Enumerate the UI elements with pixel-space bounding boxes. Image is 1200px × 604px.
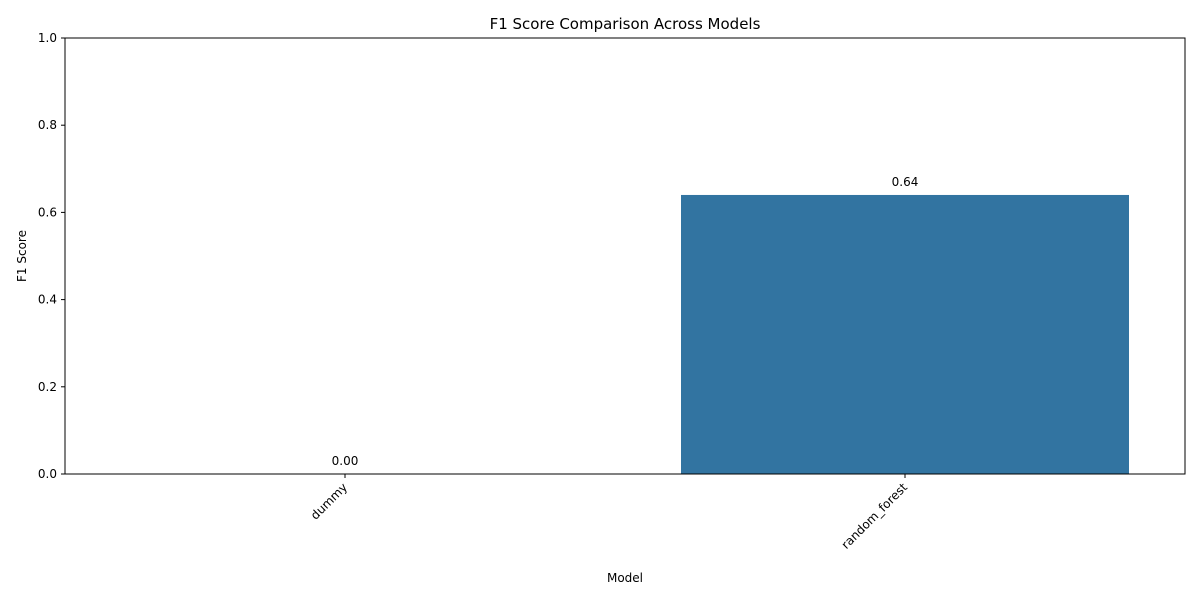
plot-frame xyxy=(64,37,1186,475)
chart-title: F1 Score Comparison Across Models xyxy=(490,15,761,33)
y-axis-label: F1 Score xyxy=(15,230,29,282)
bar-random_forest xyxy=(681,194,1129,474)
y-axis: 0.0 0.2 0.4 0.6 0.8 1.0 xyxy=(38,31,65,481)
data-label: 0.00 xyxy=(332,454,359,468)
data-label: 0.64 xyxy=(892,175,919,189)
y-tick-label: 0.4 xyxy=(38,293,57,307)
y-tick-label: 0.8 xyxy=(38,118,57,132)
y-tick-label: 1.0 xyxy=(38,31,57,45)
x-tick-label: random_forest xyxy=(839,480,911,552)
x-axis-label: Model xyxy=(607,571,643,585)
y-tick-label: 0.2 xyxy=(38,380,57,394)
x-tick-label: dummy xyxy=(308,480,350,522)
bars xyxy=(681,194,1129,474)
y-tick-label: 0.0 xyxy=(38,467,57,481)
x-axis: dummy random_forest xyxy=(308,474,910,552)
y-tick-label: 0.6 xyxy=(38,205,57,219)
data-labels: 0.00 0.64 xyxy=(332,175,919,468)
